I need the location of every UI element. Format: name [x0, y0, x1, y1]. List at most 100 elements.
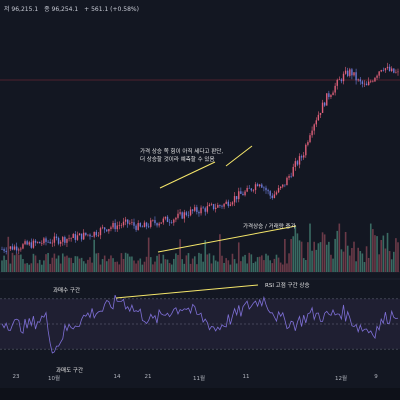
- candle-body: [62, 237, 64, 242]
- volume-bar: [118, 264, 121, 272]
- candle-body: [248, 188, 250, 189]
- candle-body: [227, 201, 229, 206]
- candle-body: [303, 155, 305, 158]
- volume-bar: [26, 263, 28, 272]
- annotation-layer: [115, 145, 297, 299]
- volume-bar: [307, 242, 309, 272]
- volume-bar: [126, 253, 129, 272]
- candle-body: [294, 161, 297, 167]
- volume-bar: [374, 235, 376, 272]
- candle-body: [217, 205, 219, 208]
- volume-bar: [263, 260, 265, 272]
- volume-bar: [313, 241, 315, 272]
- candle-body: [378, 71, 380, 76]
- candle-body: [166, 216, 169, 222]
- candle-body: [206, 206, 209, 212]
- candle-body: [95, 231, 97, 236]
- bottom-toolbar: [0, 388, 400, 400]
- candle-body: [143, 222, 146, 228]
- volume-bar: [235, 263, 238, 272]
- volume-bar: [346, 245, 349, 272]
- chart-canvas[interactable]: [0, 0, 400, 372]
- volume-bar: [41, 264, 43, 272]
- volume-bar: [91, 262, 93, 272]
- candle-body: [330, 95, 332, 97]
- candle-body: [334, 85, 336, 93]
- candle-body: [235, 196, 238, 200]
- volume-bar: [380, 239, 383, 272]
- x-tick-label: 11월: [192, 376, 206, 382]
- candle-body: [353, 72, 355, 76]
- volume-bar: [256, 257, 259, 272]
- volume-bar: [13, 255, 16, 272]
- candle-body: [168, 221, 171, 223]
- volume-bar: [193, 256, 196, 272]
- volume-bar: [103, 255, 106, 272]
- candle-body: [361, 81, 364, 84]
- volume-bar: [384, 248, 387, 272]
- volume-bar: [273, 258, 276, 272]
- volume-bar: [152, 264, 154, 272]
- volume-bar: [300, 241, 303, 272]
- candle-body: [87, 234, 89, 236]
- candle-body: [219, 205, 221, 206]
- volume-bar: [214, 260, 217, 272]
- candle-body: [265, 187, 267, 191]
- volume-bar: [353, 241, 355, 272]
- candle-body: [133, 222, 135, 226]
- volume-bar: [45, 254, 47, 272]
- volume-bar: [355, 261, 357, 272]
- volume-bar: [212, 255, 215, 272]
- candle-body: [212, 204, 215, 210]
- candle-body: [24, 241, 26, 245]
- candle-body: [275, 192, 278, 195]
- volume-bar: [15, 253, 18, 272]
- price-trendline-1: [159, 161, 216, 189]
- rsi-trendline: [115, 284, 259, 299]
- candle-body: [34, 240, 37, 243]
- candle-body: [164, 216, 167, 219]
- volume-bar: [319, 242, 322, 272]
- candle-body: [59, 241, 62, 244]
- candle-body: [141, 226, 144, 228]
- volume-bar: [200, 253, 202, 272]
- candle-body: [256, 184, 259, 187]
- volume-bar: [296, 233, 299, 272]
- volume-bar: [191, 258, 194, 272]
- candle-body: [127, 219, 129, 224]
- volume-bar: [36, 263, 39, 272]
- volume-bar: [254, 261, 257, 272]
- candle-body: [271, 195, 273, 198]
- candle-body: [64, 237, 66, 243]
- candle-body: [120, 225, 123, 226]
- volume-bar: [258, 256, 261, 272]
- candle-body: [286, 177, 288, 186]
- volume-bar: [156, 255, 158, 272]
- candle-body: [18, 249, 20, 251]
- volume-bar: [382, 235, 385, 272]
- candle-body: [187, 215, 190, 216]
- volume-bar: [342, 251, 345, 272]
- volume-pane: [1, 223, 399, 272]
- volume-bar: [53, 253, 56, 272]
- candle-body: [97, 235, 100, 236]
- volume-bar: [34, 255, 37, 272]
- candle-body: [307, 142, 309, 145]
- candle-body: [160, 222, 162, 224]
- volume-bar: [5, 259, 7, 272]
- volume-bar: [265, 253, 267, 272]
- candle-body: [49, 241, 51, 244]
- candle-body: [225, 201, 227, 204]
- volume-bar: [225, 258, 227, 272]
- volume-bar: [68, 257, 70, 272]
- candle-body: [388, 66, 391, 72]
- candle-body: [11, 246, 14, 250]
- volume-bar: [340, 249, 343, 272]
- candle-body: [284, 184, 286, 186]
- volume-bar: [66, 255, 68, 272]
- candle-body: [78, 233, 81, 236]
- volume-bar: [80, 257, 83, 272]
- candle-body: [83, 232, 85, 240]
- volume-bar: [233, 259, 236, 272]
